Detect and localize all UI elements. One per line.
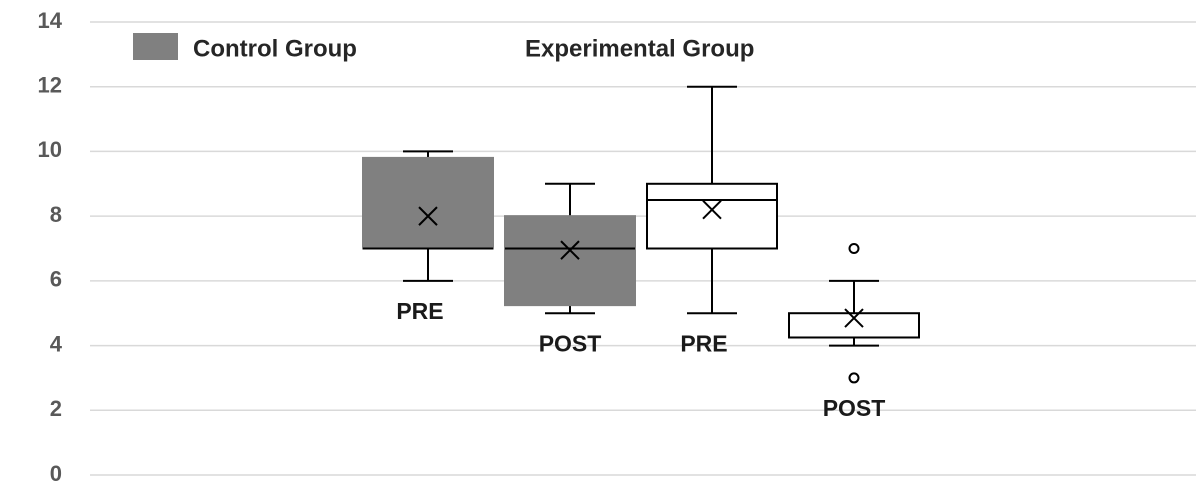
y-tick-label: 12 — [38, 73, 62, 98]
legend-swatch — [452, 33, 497, 60]
y-tick-label: 2 — [50, 396, 62, 421]
box — [646, 182, 778, 250]
box-label: POST — [539, 330, 602, 356]
y-tick-label: 10 — [38, 137, 62, 162]
y-tick-label: 4 — [50, 331, 63, 356]
mean-marker — [844, 308, 864, 328]
y-tick-label: 14 — [38, 8, 63, 33]
y-tick-label: 8 — [50, 202, 62, 227]
mean-marker — [418, 206, 438, 226]
y-tick-label: 0 — [50, 461, 62, 486]
mean-marker — [560, 240, 580, 260]
box-label: PRE — [680, 330, 727, 356]
legend-label: Experimental Group — [525, 35, 754, 62]
box — [504, 215, 636, 307]
legend-swatch — [133, 33, 178, 60]
mean-marker — [702, 199, 722, 220]
box — [362, 156, 494, 250]
box-label: PRE — [396, 298, 443, 324]
y-tick-label: 6 — [50, 267, 62, 292]
box-label: POST — [823, 395, 886, 421]
outlier — [848, 372, 860, 384]
legend-label: Control Group — [193, 35, 357, 62]
outlier — [848, 243, 860, 254]
